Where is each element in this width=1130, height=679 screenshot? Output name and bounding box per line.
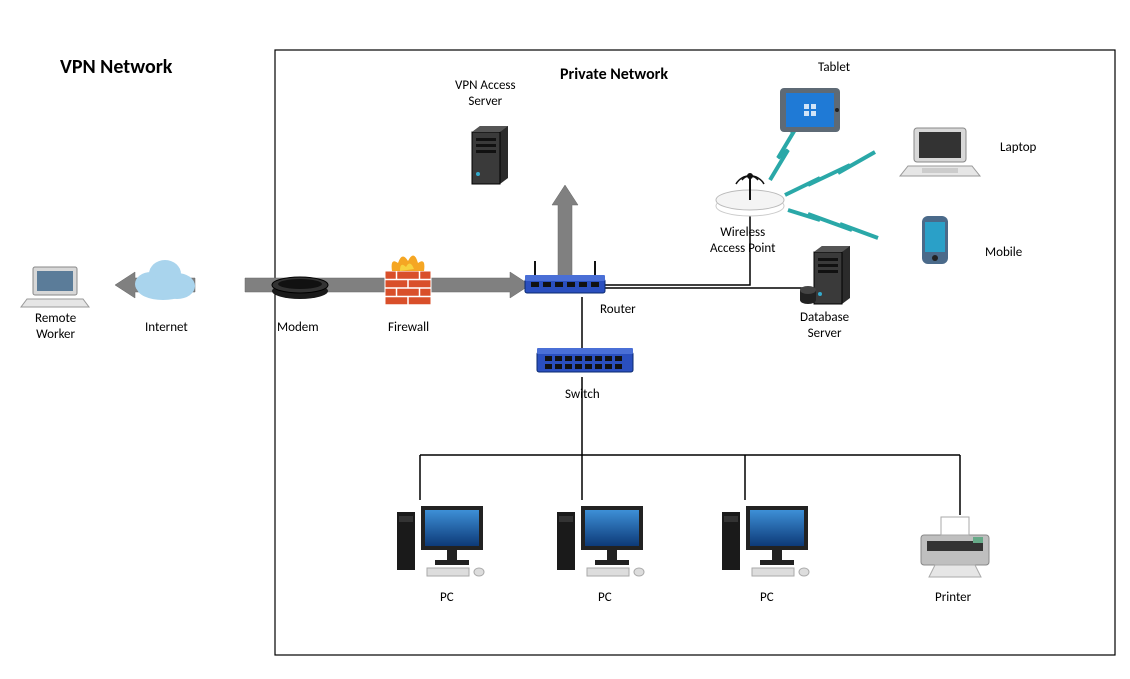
switch-icon [537,348,633,372]
firewall-icon [385,255,431,305]
title-private-network: Private Network [560,65,668,84]
label-firewall: Firewall [388,320,429,336]
label-mobile: Mobile [985,245,1022,261]
label-wap: WirelessAccess Point [710,225,775,256]
connector-lines-group [420,215,960,515]
label-pc3: PC [760,590,774,606]
label-db-server: DatabaseServer [800,310,849,341]
connector-line [593,288,825,295]
vpn-server-icon [472,126,508,184]
label-modem: Modem [277,320,319,336]
mobile-phone-icon [922,216,948,264]
label-pc2: PC [598,590,612,606]
tablet-icon [780,88,840,132]
label-router: Router [600,302,636,318]
pc-icon [397,506,484,576]
label-switch: Switch [565,387,600,403]
remote-worker-icon [21,267,89,307]
label-printer: Printer [935,590,971,606]
database-server-icon [800,246,850,304]
printer-icon [921,517,989,577]
laptop-icon [900,128,980,176]
title-vpn-network: VPN Network [60,55,172,79]
wireless-bolt-icon [785,152,875,195]
pc-icon [722,506,809,576]
modem-icon [272,277,328,299]
pc-icon [557,506,644,576]
label-laptop: Laptop [1000,140,1036,156]
internet-cloud-icon [135,260,195,300]
diagram-canvas [0,0,1130,679]
wireless-access-point-icon [716,173,784,216]
label-remote-worker: RemoteWorker [35,311,76,342]
thick-arrow [552,185,578,285]
label-vpn-server: VPN AccessServer [455,78,516,109]
label-pc1: PC [440,590,454,606]
label-internet: Internet [145,320,188,336]
label-tablet: Tablet [818,60,850,76]
wireless-bolt-icon [788,210,878,238]
